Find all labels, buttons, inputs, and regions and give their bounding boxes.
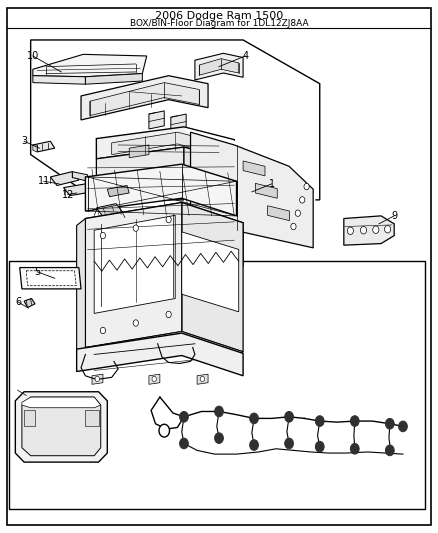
Polygon shape — [96, 127, 234, 160]
Polygon shape — [81, 76, 208, 120]
Polygon shape — [107, 185, 129, 197]
Circle shape — [350, 416, 359, 426]
Text: 5: 5 — [34, 267, 40, 277]
Polygon shape — [268, 206, 290, 221]
Text: 9: 9 — [391, 211, 397, 221]
Circle shape — [95, 376, 99, 382]
Text: 1: 1 — [268, 179, 275, 189]
Polygon shape — [77, 219, 85, 354]
Polygon shape — [64, 184, 92, 196]
Circle shape — [166, 216, 171, 223]
Circle shape — [315, 416, 324, 426]
Polygon shape — [24, 298, 35, 308]
Text: 11: 11 — [38, 176, 50, 186]
Polygon shape — [22, 397, 101, 408]
Circle shape — [250, 440, 258, 450]
Text: 3: 3 — [21, 136, 27, 146]
Circle shape — [200, 376, 205, 382]
Polygon shape — [26, 271, 76, 286]
Polygon shape — [92, 374, 103, 384]
Polygon shape — [184, 147, 234, 182]
Circle shape — [285, 411, 293, 422]
Circle shape — [180, 438, 188, 449]
Polygon shape — [197, 374, 208, 384]
Polygon shape — [226, 150, 229, 180]
Polygon shape — [184, 128, 315, 251]
Circle shape — [385, 418, 394, 429]
Polygon shape — [96, 204, 123, 216]
Circle shape — [285, 438, 293, 449]
Circle shape — [295, 210, 300, 216]
Circle shape — [385, 225, 391, 233]
Circle shape — [152, 376, 156, 382]
Circle shape — [291, 223, 296, 230]
Polygon shape — [220, 150, 224, 180]
Text: 6: 6 — [15, 297, 21, 307]
Polygon shape — [77, 333, 243, 376]
Polygon shape — [72, 172, 88, 181]
Polygon shape — [22, 397, 101, 456]
Polygon shape — [20, 268, 81, 289]
Circle shape — [350, 443, 359, 454]
Polygon shape — [149, 374, 160, 384]
Polygon shape — [85, 164, 237, 216]
Polygon shape — [205, 150, 208, 180]
Polygon shape — [199, 150, 203, 180]
Polygon shape — [255, 183, 277, 198]
Circle shape — [315, 441, 324, 452]
Circle shape — [304, 183, 309, 190]
Polygon shape — [85, 410, 99, 426]
Polygon shape — [85, 74, 142, 84]
Polygon shape — [94, 215, 175, 313]
Polygon shape — [182, 232, 239, 312]
Circle shape — [399, 421, 407, 432]
Circle shape — [180, 411, 188, 422]
Circle shape — [250, 413, 258, 424]
Polygon shape — [33, 54, 147, 77]
Polygon shape — [344, 216, 394, 245]
Circle shape — [300, 197, 305, 203]
Text: 10: 10 — [27, 51, 39, 61]
Polygon shape — [149, 111, 164, 129]
Circle shape — [133, 320, 138, 326]
Polygon shape — [33, 145, 37, 152]
Polygon shape — [50, 172, 79, 185]
Circle shape — [215, 406, 223, 417]
Polygon shape — [33, 141, 55, 152]
Polygon shape — [182, 203, 243, 352]
Circle shape — [360, 227, 367, 234]
Polygon shape — [85, 203, 243, 266]
Circle shape — [100, 327, 106, 334]
Circle shape — [347, 227, 353, 235]
Polygon shape — [90, 83, 199, 116]
Polygon shape — [171, 114, 186, 132]
Polygon shape — [96, 147, 184, 181]
Polygon shape — [243, 161, 265, 176]
Polygon shape — [129, 145, 149, 158]
Text: 4: 4 — [242, 51, 248, 61]
Polygon shape — [112, 132, 223, 156]
Polygon shape — [195, 53, 243, 80]
Circle shape — [166, 311, 171, 318]
Polygon shape — [199, 59, 239, 75]
Text: 12: 12 — [62, 190, 74, 199]
Polygon shape — [33, 76, 85, 84]
Text: 2006 Dodge Ram 1500: 2006 Dodge Ram 1500 — [155, 11, 283, 21]
Circle shape — [373, 226, 379, 233]
Polygon shape — [81, 332, 243, 358]
Text: BOX/BIN-Floor Diagram for 1DL12ZJ8AA: BOX/BIN-Floor Diagram for 1DL12ZJ8AA — [130, 19, 308, 28]
Circle shape — [133, 225, 138, 231]
Polygon shape — [85, 203, 182, 348]
Polygon shape — [210, 150, 213, 180]
Polygon shape — [215, 150, 219, 180]
Circle shape — [159, 424, 170, 437]
Circle shape — [385, 445, 394, 456]
Polygon shape — [24, 410, 35, 426]
Polygon shape — [15, 392, 107, 462]
Circle shape — [215, 433, 223, 443]
Polygon shape — [191, 132, 313, 248]
Circle shape — [100, 232, 106, 239]
Polygon shape — [7, 8, 431, 525]
